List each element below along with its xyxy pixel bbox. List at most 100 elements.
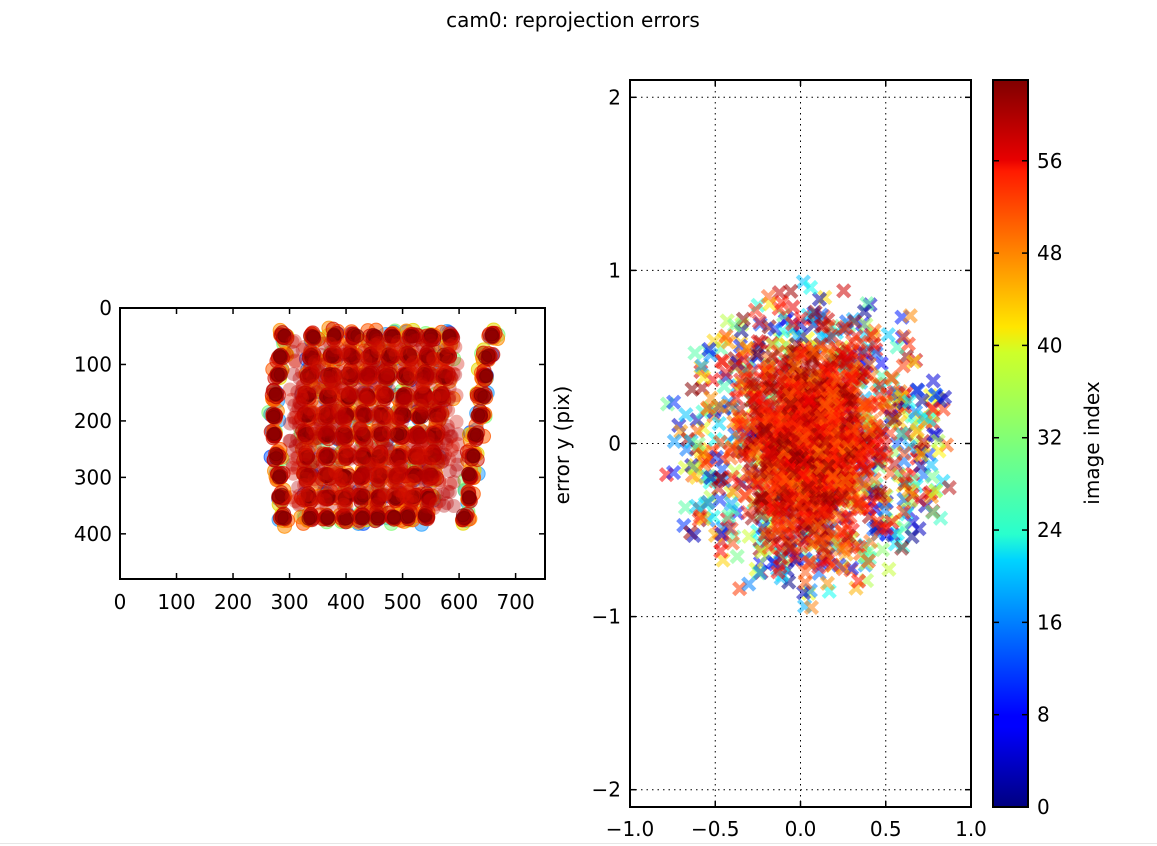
- error-marker: [874, 542, 891, 558]
- x-tick-label: −0.5: [691, 817, 740, 841]
- left-point: [266, 427, 281, 442]
- left-point: [266, 408, 281, 423]
- y-tick-label: 2: [608, 85, 621, 109]
- error-marker: [687, 345, 703, 361]
- colorbar-label: image index: [1080, 381, 1104, 505]
- x-tick-label: 0.0: [785, 817, 817, 841]
- error-marker: [880, 327, 896, 343]
- left-point: [296, 379, 311, 394]
- left-point: [292, 395, 307, 410]
- left-point: [375, 453, 390, 468]
- left-point: [360, 391, 375, 406]
- y-tick-label: 0: [608, 432, 621, 456]
- left-point: [272, 348, 287, 363]
- left-point: [339, 444, 354, 459]
- left-point: [353, 440, 368, 455]
- error-marker: [716, 378, 732, 394]
- left-point: [274, 510, 289, 525]
- left-point: [271, 470, 286, 485]
- left-point: [358, 353, 373, 368]
- left-point: [426, 351, 441, 366]
- y-tick-label: −2: [592, 778, 621, 802]
- left-point: [324, 369, 339, 384]
- left-point: [287, 334, 302, 349]
- left-point: [411, 426, 426, 441]
- left-plot: 0 100 200 300 400 500 600 700 0 100 200 300 400: [74, 296, 546, 614]
- x-tick-label: 1.0: [955, 817, 987, 841]
- x-tick-label: 300: [270, 590, 308, 614]
- right-plot-markers: [658, 274, 957, 616]
- left-point: [421, 468, 436, 483]
- x-tick-label: 400: [327, 590, 365, 614]
- colorbar-tick-label: 32: [1037, 426, 1062, 450]
- left-point: [327, 480, 342, 495]
- left-point: [402, 367, 417, 382]
- left-point: [382, 410, 397, 425]
- left-point: [427, 369, 442, 384]
- left-point: [462, 467, 477, 482]
- left-point: [310, 363, 325, 378]
- left-point: [430, 411, 445, 426]
- colorbar-tick-label: 8: [1037, 703, 1050, 727]
- y-tick-label: 1: [608, 258, 621, 282]
- left-point: [327, 463, 342, 478]
- left-point: [352, 416, 367, 431]
- left-point: [397, 487, 412, 502]
- left-point: [407, 333, 422, 348]
- right-plot: −1.0 −0.5 0.0 0.5 1.0 −2 −1 0 1 2 error y (pix): [550, 79, 987, 841]
- y-tick-label: 0: [99, 296, 112, 320]
- left-point: [449, 463, 464, 478]
- left-point: [393, 459, 408, 474]
- figure-title: cam0: reprojection errors: [446, 8, 700, 32]
- left-point: [329, 431, 344, 446]
- error-marker: [941, 480, 957, 496]
- x-tick-label: 0.5: [870, 817, 902, 841]
- left-point: [370, 479, 385, 494]
- colorbar-gradient: [993, 80, 1028, 807]
- left-point: [467, 427, 482, 442]
- y-tick-label: −1: [592, 605, 621, 629]
- left-point: [346, 388, 361, 403]
- left-point: [466, 449, 481, 464]
- left-point: [301, 511, 316, 526]
- error-marker: [678, 407, 694, 423]
- left-point: [474, 408, 489, 423]
- left-point: [368, 337, 383, 352]
- left-point: [479, 368, 494, 383]
- left-point: [387, 509, 402, 524]
- left-point: [391, 334, 406, 349]
- left-point: [428, 497, 443, 512]
- left-point: [273, 367, 288, 382]
- left-point: [449, 388, 464, 403]
- left-point: [361, 457, 376, 472]
- error-marker: [881, 561, 897, 577]
- colorbar-tick-label: 24: [1037, 518, 1062, 542]
- left-point: [450, 356, 465, 371]
- left-point: [354, 511, 369, 526]
- left-point: [268, 387, 283, 402]
- left-point: [336, 344, 351, 359]
- left-point: [378, 373, 393, 388]
- right-plot-ylabel: error y (pix): [550, 386, 574, 505]
- x-tick-label: 600: [440, 590, 478, 614]
- left-plot-markers: [261, 320, 506, 534]
- y-tick-label: 300: [74, 465, 112, 489]
- colorbar-tick-label: 16: [1037, 610, 1062, 634]
- left-point: [450, 437, 465, 452]
- left-point: [485, 329, 500, 344]
- left-point: [473, 387, 488, 402]
- left-point: [395, 414, 410, 429]
- left-point: [439, 341, 454, 356]
- bottom-divider: [0, 843, 1157, 844]
- left-point: [334, 411, 349, 426]
- left-point: [401, 509, 416, 524]
- colorbar-tick-label: 56: [1037, 149, 1062, 173]
- left-point: [336, 497, 351, 512]
- left-point: [435, 453, 450, 468]
- left-point: [305, 433, 320, 448]
- left-point: [366, 366, 381, 381]
- left-point: [288, 451, 303, 466]
- x-tick-label: 700: [497, 590, 535, 614]
- left-point: [369, 496, 384, 511]
